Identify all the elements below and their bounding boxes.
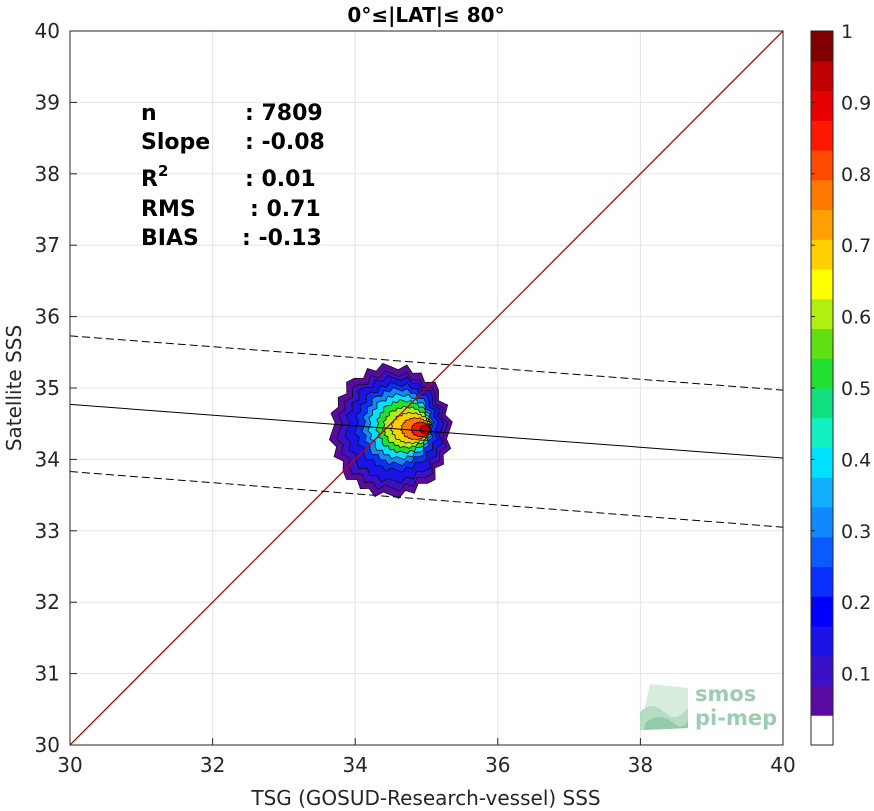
y-tick-label: 40 [35,19,60,43]
colorbar-segment [811,60,833,91]
colorbar-segment [811,388,833,419]
colorbar-segment [811,536,833,567]
colorbar-segment [811,179,833,210]
colorbar-segment [811,507,833,538]
colorbar-segment [811,477,833,508]
colorbar-segment [811,31,833,62]
colorbar-segment [811,298,833,329]
stat-value: : -0.13 [242,226,322,251]
stat-label: RMS [141,197,196,222]
colorbar-segment [811,417,833,448]
stat-value: : 0.01 [245,167,316,192]
y-tick-label: 32 [35,590,60,614]
colorbar-segment [811,655,833,686]
chart-title: 0°≤|LAT|≤ 80° [347,3,504,27]
colorbar-segment [811,120,833,151]
colorbar-segment [811,328,833,359]
colorbar-tick-label: 0.6 [841,307,871,329]
x-tick-label: 38 [628,753,653,777]
x-axis-ticks: 30 32 34 36 38 40 [57,738,796,777]
colorbar-segment [811,239,833,270]
stat-value: : 7809 [245,101,323,126]
logo-line1: smos [695,682,756,706]
colorbar-segment [811,358,833,389]
y-tick-label: 39 [35,90,60,114]
colorbar-segment [811,150,833,181]
regression-lines [70,31,783,745]
fit-upper-bound-line [70,335,783,391]
y-tick-label: 38 [35,162,60,186]
colorbar-tick-label: 0.9 [841,92,871,114]
colorbar-tick-label: 0.5 [841,378,871,400]
y-tick-label: 31 [35,662,60,686]
stat-label: n [141,101,157,126]
stat-superscript: 2 [158,162,168,180]
colorbar-segment [811,209,833,240]
fit-line [70,403,783,459]
y-tick-label: 34 [35,447,60,471]
density-contours [328,362,453,499]
colorbar-tick-label: 0.4 [841,449,871,471]
colorbar-tick-label: 0.3 [841,521,871,543]
fit-lower-bound-line [70,471,783,528]
y-axis-ticks: 30 31 32 33 34 35 36 37 38 39 40 [35,19,77,757]
colorbar-segment [811,685,833,716]
colorbar-tick-label: 0.1 [841,664,871,686]
colorbar-segment [811,90,833,121]
x-tick-label: 30 [57,753,82,777]
stat-value: : 0.71 [250,197,321,222]
colorbar-segment [811,715,833,746]
logo-waves-icon [640,684,688,730]
statistics-box: n : 7809 Slope : -0.08 R2 : 0.01 RMS : 0.71 BIAS… [141,101,325,251]
logo-line2: pi-mep [695,706,777,730]
x-tick-label: 40 [770,753,795,777]
colorbar-tick-label: 0.8 [841,164,871,186]
y-tick-label: 30 [35,733,60,757]
stat-label: Slope [141,130,210,155]
colorbar-segment [811,596,833,627]
colorbar-segment [811,269,833,300]
colorbar-segment [811,447,833,478]
x-tick-label: 34 [342,753,367,777]
colorbar-segment [811,566,833,597]
y-tick-label: 35 [35,376,60,400]
x-axis-label: TSG (GOSUD-Research-vessel) SSS [250,786,600,810]
colorbar-segment [811,626,833,657]
colorbar-tick-label: 0.7 [841,235,871,257]
y-axis-label: Satellite SSS [2,325,26,451]
colorbar-tick-label: 1 [841,21,853,43]
stat-label: BIAS [141,226,199,251]
density-contour-level [419,424,431,435]
x-tick-label: 36 [485,753,510,777]
colorbar: 0.1 0.2 0.3 0.4 0.5 0.6 0.7 0.8 0.9 1 [810,21,871,746]
stat-label: R2 [141,162,168,192]
y-tick-label: 36 [35,305,60,329]
smos-pi-mep-logo: smos pi-mep [640,682,777,730]
x-tick-label: 32 [200,753,225,777]
identity-line [70,31,783,745]
y-tick-label: 37 [35,233,60,257]
y-tick-label: 33 [35,519,60,543]
stat-value: : -0.08 [245,130,325,155]
colorbar-tick-label: 0.2 [841,592,871,614]
